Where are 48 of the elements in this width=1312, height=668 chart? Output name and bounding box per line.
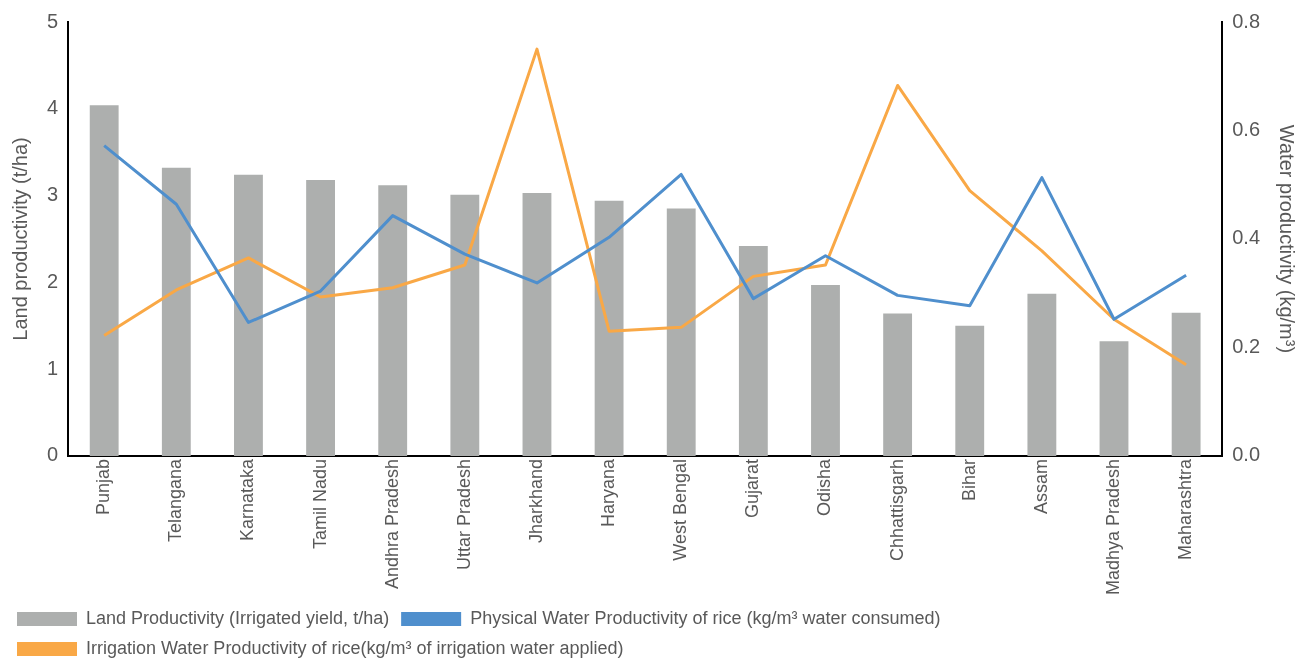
x-tick-label: Uttar Pradesh	[453, 458, 474, 570]
x-tick-label: Punjab	[93, 458, 114, 515]
y-axis-title: Land productivity (t/ha)	[8, 137, 31, 341]
bar	[234, 174, 263, 456]
y-tick-label: 4	[47, 96, 59, 119]
y2-tick-label: 0.0	[1232, 443, 1261, 466]
bar	[1171, 312, 1201, 456]
y2-tick-label: 0.8	[1232, 9, 1261, 32]
x-tick-label: Andhra Pradesh	[381, 458, 402, 590]
bar	[1099, 341, 1129, 456]
x-tick-label: Maharashtra	[1175, 457, 1196, 560]
bar	[522, 192, 552, 456]
x-tick-label: Haryana	[598, 457, 619, 527]
legend-label: Land Productivity (Irrigated yield, t/ha)	[86, 607, 390, 628]
legend-label: Irrigation Water Productivity of rice(kg/m³ of irrigation water applied)	[86, 637, 624, 658]
bar	[666, 208, 696, 456]
bar	[955, 325, 985, 456]
y-tick-label: 3	[47, 183, 59, 206]
x-tick-label: Odisha	[814, 457, 835, 516]
bar	[594, 200, 624, 456]
y-tick-label: 5	[47, 9, 59, 32]
y2-axis-title: Water productivity (kg/m³)	[1276, 124, 1299, 354]
bar	[1027, 293, 1057, 456]
y2-tick-label: 0.6	[1232, 118, 1261, 140]
x-tick-label: Karnataka	[237, 457, 258, 541]
x-tick-label: Bihar	[958, 458, 979, 501]
x-tick-label: West Bengal	[670, 458, 691, 561]
x-tick-label: Chhattisgarh	[886, 458, 907, 561]
legend-label: Physical Water Productivity of rice (kg/m³ water consumed)	[470, 607, 941, 628]
y-tick-label: 1	[47, 356, 59, 379]
bar	[883, 313, 913, 456]
bar	[378, 185, 408, 456]
y-tick-label: 2	[47, 269, 59, 292]
x-tick-label: Gujarat	[742, 458, 763, 518]
y2-tick-label: 0.4	[1232, 226, 1261, 249]
bar	[450, 194, 480, 456]
bar	[306, 179, 335, 456]
x-tick-label: Jharkhand	[525, 458, 546, 543]
bar	[89, 105, 119, 456]
y2-tick-label: 0.2	[1232, 334, 1261, 357]
bar	[811, 284, 840, 456]
x-tick-label: Madhya Pradesh	[1102, 458, 1123, 596]
y-tick-label: 0	[47, 443, 59, 466]
x-tick-label: Telangana	[165, 457, 186, 542]
bar	[738, 245, 768, 456]
x-tick-label: Tamil Nadu	[309, 458, 330, 549]
x-tick-label: Assam	[1030, 458, 1051, 514]
bar	[161, 167, 191, 456]
